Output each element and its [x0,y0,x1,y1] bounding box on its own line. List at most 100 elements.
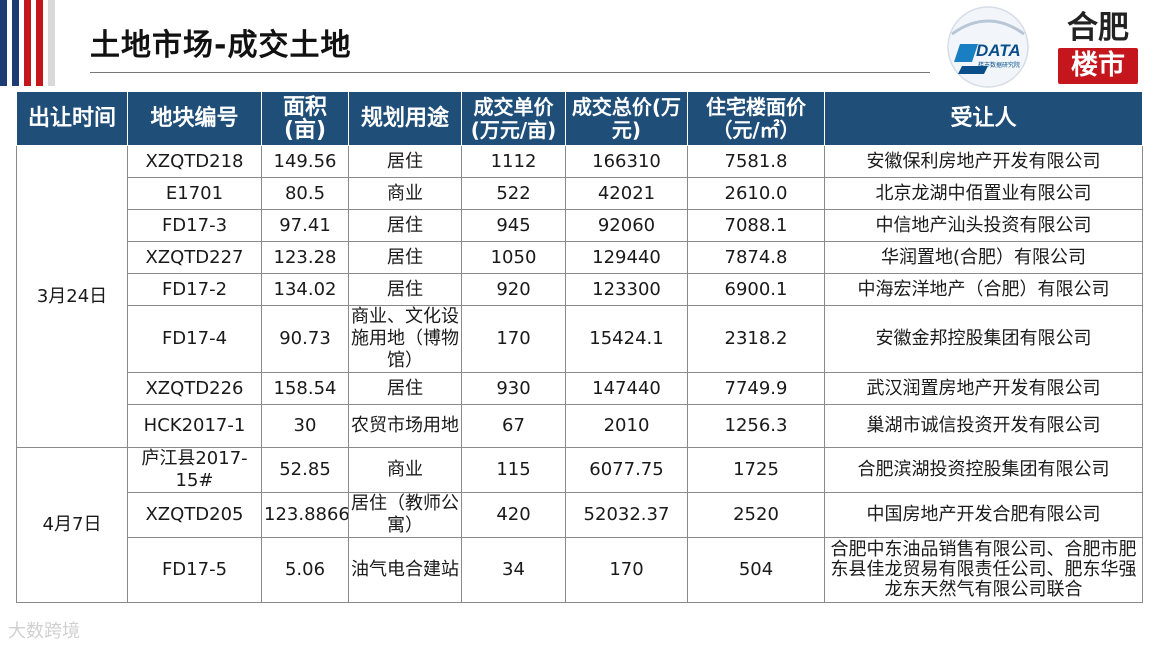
table-row: 3月24日 XZQTD218 149.56 居住 1112 166310 758… [16,145,1143,448]
table-row: FD17-5 5.06 油气电合建站 34 170 504 合肥中东油品销售有限… [17,537,1143,603]
header-use: 规划用途 [348,91,462,146]
table-row: HCK2017-1 30 农贸市场用地 67 2010 1256.3 巢湖市诚信… [17,404,1143,448]
unit-price-cell: 420 [461,492,566,538]
slide-title: 土地市场-成交土地 [90,28,352,63]
table-row: XZQTD227 123.28 居住 1050 129440 7874.8 华润… [17,241,1143,274]
buyer-cell: 北京龙湖中佰置业有限公司 [824,177,1143,210]
buyer-cell: 中国房地产开发合肥有限公司 [824,492,1143,538]
table-row: XZQTD226 158.54 居住 930 147440 7749.9 武汉润… [17,372,1143,405]
kdata-logo-subtext: 楼市数据研究院 [978,61,1020,69]
floor-price-cell: 6900.1 [687,273,825,306]
parcel-cell: HCK2017-1 [127,404,262,448]
area-cell: 80.5 [261,177,349,210]
floor-price-cell: 2610.0 [687,177,825,210]
use-cell: 油气电合建站 [348,537,462,603]
unit-price-cell: 115 [461,447,566,493]
floor-price-cell: 1256.3 [687,404,825,448]
total-price-cell: 6077.75 [565,447,688,493]
title-divider [90,72,930,73]
table-row: 4月7日 庐江县2017-15# 52.85 商业 115 6077.75 17… [16,447,1143,603]
area-cell: 30 [261,404,349,448]
use-cell: 商业 [348,447,462,493]
unit-price-cell: 1050 [461,241,566,274]
parcel-cell: FD17-4 [127,305,262,373]
parcel-cell: XZQTD205 [127,492,262,538]
floor-price-cell: 7749.9 [687,372,825,405]
use-cell: 居住 [348,372,462,405]
date-cell: 4月7日 [16,447,128,603]
unit-price-cell: 522 [461,177,566,210]
table-header-row: 出让时间 地块编号 面积(亩) 规划用途 成交单价(万元/亩) 成交总价(万元)… [16,91,1143,146]
header-total-price: 成交总价(万元) [565,91,688,146]
parcel-cell: XZQTD218 [127,145,262,178]
buyer-cell: 巢湖市诚信投资开发有限公司 [824,404,1143,448]
parcel-cell: FD17-5 [127,537,262,603]
header-parcel: 地块编号 [127,91,262,146]
buyer-cell: 武汉润置房地产开发有限公司 [824,372,1143,405]
land-transactions-table: 出让时间 地块编号 面积(亩) 规划用途 成交单价(万元/亩) 成交总价(万元)… [16,91,1143,603]
area-cell: 149.56 [261,145,349,178]
floor-price-cell: 7088.1 [687,209,825,242]
use-cell: 商业、文化设施用地（博物馆） [348,305,462,373]
total-price-cell: 2010 [565,404,688,448]
use-cell: 居住 [348,209,462,242]
unit-price-cell: 67 [461,404,566,448]
unit-price-cell: 170 [461,305,566,373]
floor-price-cell: 2318.2 [687,305,825,373]
buyer-cell: 合肥中东油品销售有限公司、合肥市肥东县佳龙贸易有限责任公司、肥东华强龙东天然气有… [824,537,1143,603]
buyer-cell: 安徽保利房地产开发有限公司 [824,145,1143,178]
unit-price-cell: 930 [461,372,566,405]
total-price-cell: 147440 [565,372,688,405]
kdata-logo-text: DATA [976,41,1021,60]
header-buyer: 受让人 [824,91,1143,146]
parcel-cell: 庐江县2017-15# [127,447,262,493]
header-area: 面积(亩) [261,91,349,146]
unit-price-cell: 920 [461,273,566,306]
parcel-cell: XZQTD226 [127,372,262,405]
floor-price-cell: 2520 [687,492,825,538]
floor-price-cell: 1725 [687,447,825,493]
buyer-cell: 中海宏洋地产（合肥）有限公司 [824,273,1143,306]
total-price-cell: 92060 [565,209,688,242]
area-cell: 134.02 [261,273,349,306]
parcel-cell: XZQTD227 [127,241,262,274]
use-cell: 农贸市场用地 [348,404,462,448]
total-price-cell: 129440 [565,241,688,274]
watermark: 大数跨境 [8,621,80,642]
hefei-logo-line1: 合肥 [1067,10,1129,46]
floor-price-cell: 7874.8 [687,241,825,274]
buyer-cell: 安徽金邦控股集团有限公司 [824,305,1143,373]
buyer-cell: 华润置地(合肥）有限公司 [824,241,1143,274]
table-row: FD17-4 90.73 商业、文化设施用地（博物馆） 170 15424.1 … [17,305,1143,373]
area-cell: 97.41 [261,209,349,242]
use-cell: 居住 [348,145,462,178]
date-cell: 3月24日 [16,145,128,448]
unit-price-cell: 34 [461,537,566,603]
header-floor-price: 住宅楼面价（元/㎡） [687,91,825,146]
buyer-cell: 合肥滨湖投资控股集团有限公司 [824,447,1143,493]
area-cell: 52.85 [261,447,349,493]
table-row: E1701 80.5 商业 522 42021 2610.0 北京龙湖中佰置业有… [17,177,1143,210]
parcel-cell: E1701 [127,177,262,210]
table-row: XZQTD205 123.8866 居住（教师公寓） 420 52032.37 … [17,492,1143,538]
total-price-cell: 170 [565,537,688,603]
hefei-loushi-logo: 合肥 楼市 [1052,4,1144,90]
accent-stripes [0,0,58,86]
header-unit-price: 成交单价(万元/亩) [461,91,566,146]
area-cell: 5.06 [261,537,349,603]
unit-price-cell: 945 [461,209,566,242]
total-price-cell: 52032.37 [565,492,688,538]
total-price-cell: 15424.1 [565,305,688,373]
use-cell: 居住 [348,273,462,306]
parcel-cell: FD17-3 [127,209,262,242]
floor-price-cell: 504 [687,537,825,603]
total-price-cell: 123300 [565,273,688,306]
use-cell: 商业 [348,177,462,210]
hefei-logo-line2: 楼市 [1058,48,1138,84]
kdata-logo: DATA 楼市数据研究院 [942,4,1034,90]
use-cell: 居住（教师公寓） [348,492,462,538]
total-price-cell: 166310 [565,145,688,178]
table-row: FD17-2 134.02 居住 920 123300 6900.1 中海宏洋地… [17,273,1143,306]
unit-price-cell: 1112 [461,145,566,178]
area-cell: 90.73 [261,305,349,373]
